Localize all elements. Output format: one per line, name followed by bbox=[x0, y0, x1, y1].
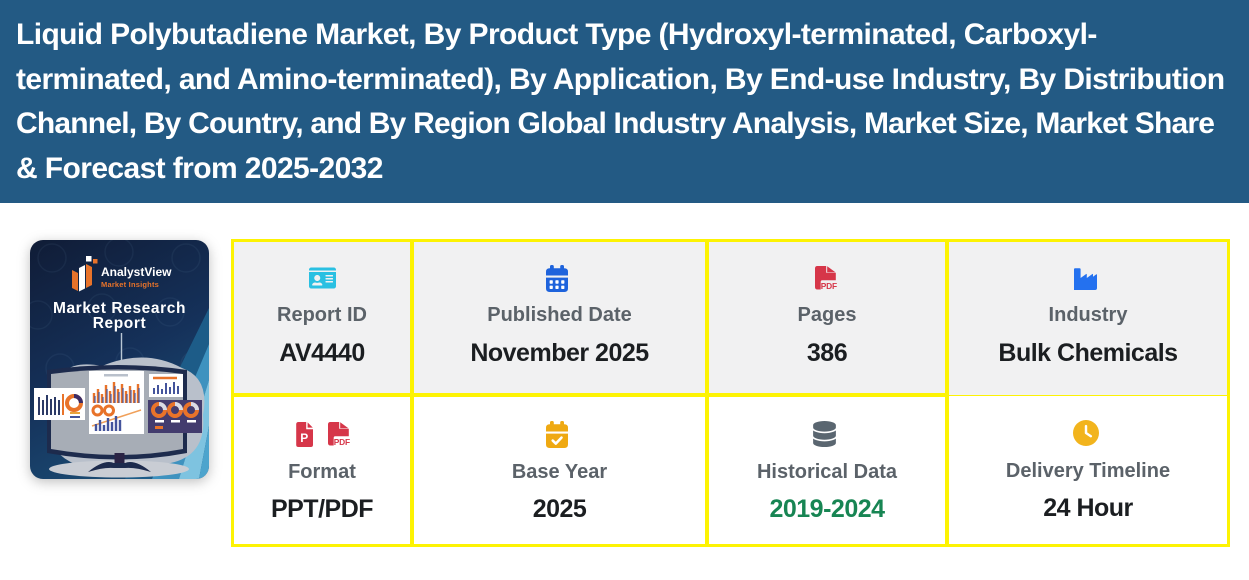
svg-text:PDF: PDF bbox=[334, 437, 350, 447]
svg-text:Market Insights: Market Insights bbox=[101, 280, 159, 289]
svg-text:Market Research: Market Research bbox=[53, 300, 186, 317]
svg-text:Report: Report bbox=[93, 315, 147, 332]
svg-text:P: P bbox=[300, 431, 308, 445]
svg-text:AnalystView: AnalystView bbox=[101, 265, 172, 279]
svg-text:PDF: PDF bbox=[820, 281, 836, 291]
